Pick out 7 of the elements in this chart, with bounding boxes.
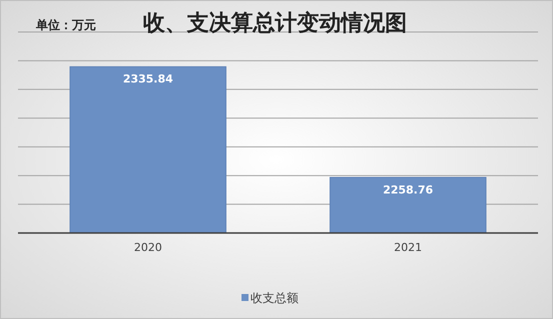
- chart-title: 收、支决算总计变动情况图: [143, 10, 407, 36]
- chart-subtitle: 单位：万元: [35, 18, 96, 32]
- data-label: 2258.76: [382, 183, 434, 196]
- x-tick-label: 2020: [134, 241, 162, 254]
- legend-label: 收支总额: [250, 291, 298, 305]
- x-tick-label: 2021: [394, 241, 422, 254]
- data-label: 2335.84: [122, 72, 174, 86]
